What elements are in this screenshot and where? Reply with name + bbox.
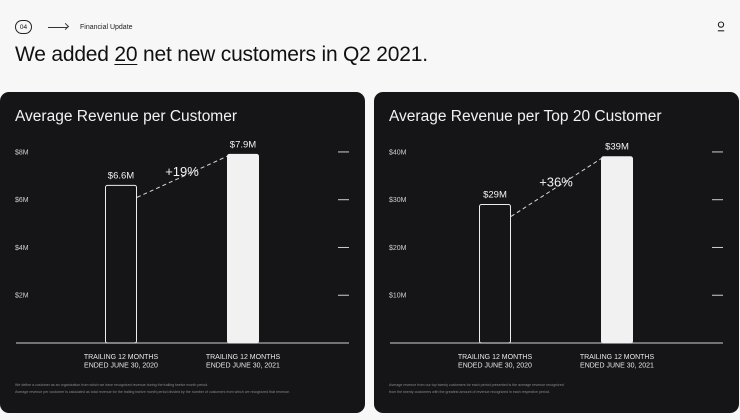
chart-panel-top20-revenue: Average Revenue per Top 20 Customer $10M… [374,92,739,413]
footnote-line-1: We define a customer as an organization … [15,383,209,387]
y-tick-label: $4M [15,245,29,252]
y-tick-label: $20M [389,245,407,252]
chart-title: Average Revenue per Customer [15,108,238,125]
growth-percentage-label: +19% [165,164,199,179]
x-tick-label: TRAILING 12 MONTHS [458,354,533,361]
x-tick-label: TRAILING 12 MONTHS [580,354,655,361]
y-tick-label: $10M [389,293,407,300]
data-label: $6.6M [108,170,134,181]
growth-connector-line [136,155,228,198]
x-tick-label: ENDED JUNE 30, 2020 [458,363,532,370]
chart-panel-average-revenue: Average Revenue per Customer $2M $4M $6M $8… [0,92,365,413]
x-tick-label: ENDED JUNE 30, 2021 [206,363,280,370]
x-tick-label: ENDED JUNE 30, 2020 [84,363,158,370]
x-tick-label: TRAILING 12 MONTHS [84,354,159,361]
headline-prefix: We added [15,43,115,66]
y-tick-label: $8M [15,149,29,156]
y-tick-label: $2M [15,293,29,300]
chart-average-revenue-svg: $2M $4M $6M $8M $6.6M TRAILING 12 MONTHS ENDED… [15,139,349,370]
headline-suffix: net new customers in Q2 2021. [137,43,428,66]
x-tick-label: TRAILING 12 MONTHS [206,354,281,361]
logo-icon [717,21,725,32]
bar [601,156,633,344]
growth-connector-line [510,158,602,217]
page-number-badge: 04 [15,20,32,34]
top-bar: 04 Financial Update [15,18,133,36]
y-tick-label: $6M [15,197,29,204]
headline-highlight: 20 [114,43,138,66]
footnote-line-2: from the twenty customers with the great… [389,390,551,394]
chart-top20-revenue-svg: $10M $20M $30M $40M $29M TRAILING 12 MONTHS EN… [389,142,723,370]
bar [479,203,511,344]
x-tick-label: ENDED JUNE 30, 2021 [580,363,654,370]
bar [105,184,137,344]
data-label: $7.9M [230,139,256,150]
chart-title: Average Revenue per Top 20 Customer [389,108,662,125]
data-label: $29M [483,189,507,200]
bar [227,153,259,344]
arrow-right-icon [48,23,68,31]
data-label: $39M [605,142,629,153]
growth-percentage-label: +36% [539,175,573,190]
y-tick-label: $30M [389,197,407,204]
footnote-line-2: Average revenue per customer is calculat… [15,390,291,394]
section-label: Financial Update [80,23,133,31]
footnote-line-1: Average revenue from our top twenty cust… [389,383,564,387]
page-title: We added 20 net new customers in Q2 2021… [15,43,428,67]
y-tick-label: $40M [389,149,407,156]
